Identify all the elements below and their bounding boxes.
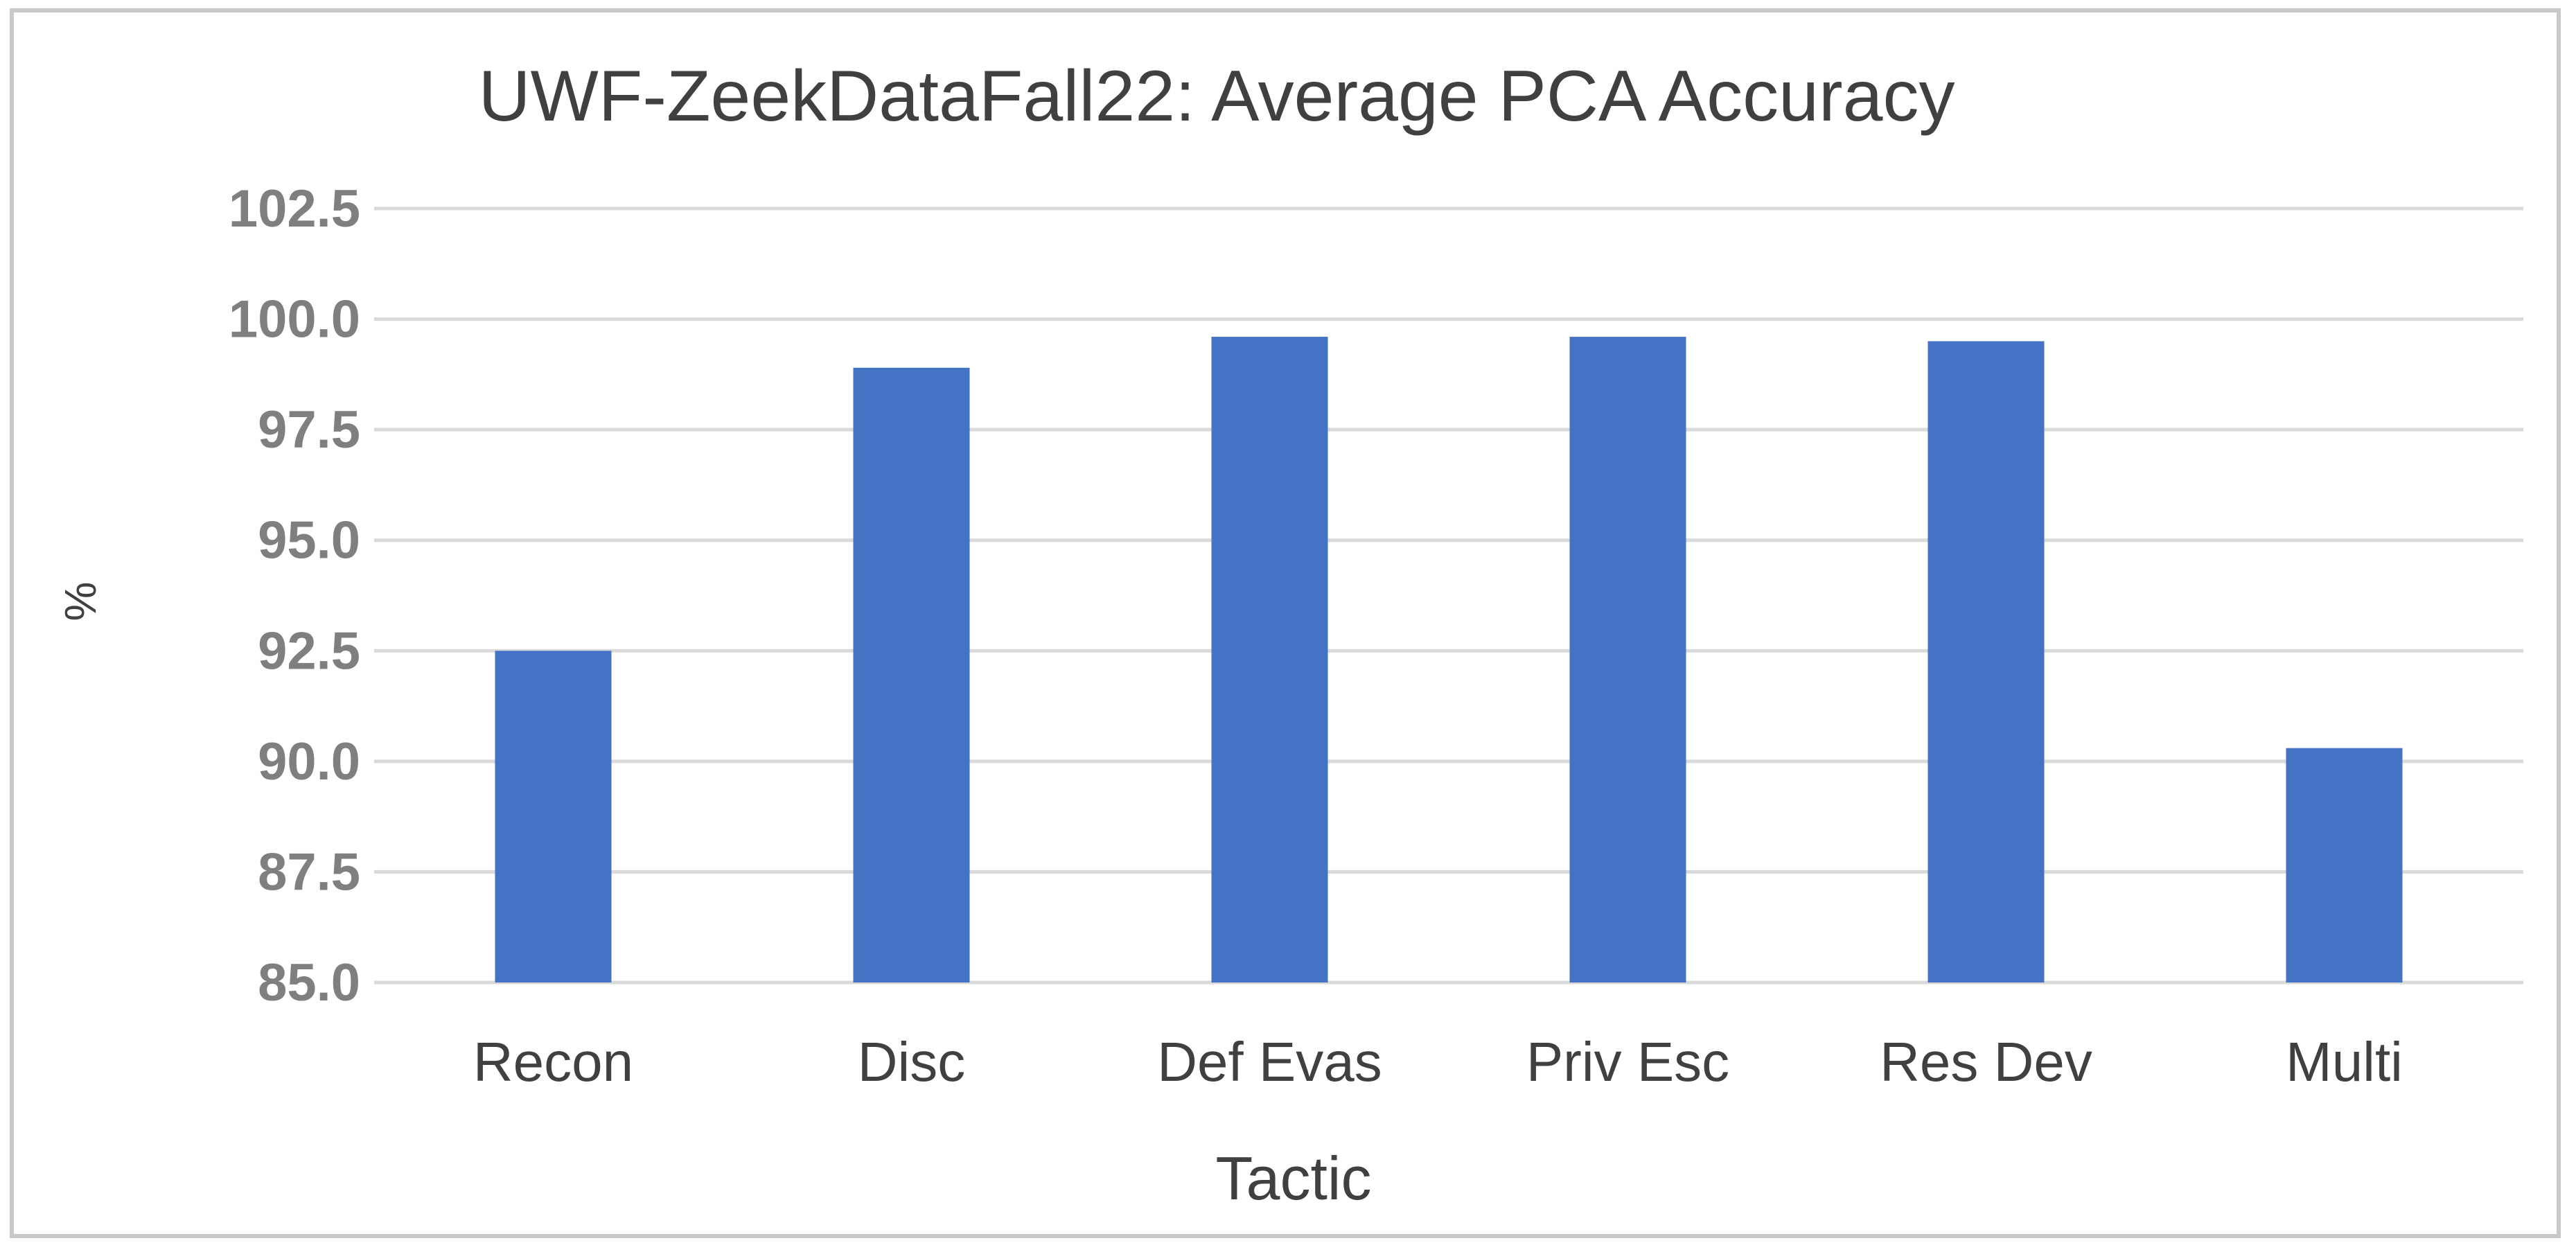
x-tick-label: Multi (2286, 1031, 2403, 1093)
bar-res-dev (1927, 341, 2045, 982)
chart-title: UWF-ZeekDataFall22: Average PCA Accuracy (479, 56, 1955, 136)
y-tick-label: 92.5 (258, 621, 360, 680)
x-tick-label: Disc (858, 1031, 966, 1093)
x-axis-ticks: Recon Disc Def Evas Priv Esc Res Dev Multi (473, 1031, 2403, 1093)
y-tick-label: 90.0 (258, 732, 360, 791)
x-tick-label: Res Dev (1880, 1031, 2092, 1093)
x-tick-label: Def Evas (1157, 1031, 1382, 1093)
y-tick-label: 87.5 (258, 843, 360, 901)
x-tick-label: Priv Esc (1526, 1031, 1729, 1093)
gridlines (374, 206, 2523, 985)
y-tick-label: 85.0 (258, 953, 360, 1012)
bars (495, 337, 2403, 982)
bar-disc (853, 367, 970, 982)
bar-priv-esc (1569, 337, 1686, 982)
y-axis-ticks: 85.0 87.5 90.0 92.5 95.0 97.5 100.0 102.5 (229, 179, 360, 1012)
bar-def-evas (1211, 337, 1328, 982)
y-tick-label: 102.5 (229, 179, 360, 238)
bar-chart: UWF-ZeekDataFall22: Average PCA Accuracy… (55, 56, 2523, 1213)
x-axis-label: Tactic (1216, 1144, 1372, 1213)
y-tick-label: 100.0 (229, 290, 360, 349)
y-axis-label: % (55, 582, 105, 621)
y-tick-label: 95.0 (258, 511, 360, 570)
x-tick-label: Recon (473, 1031, 633, 1093)
chart-frame: UWF-ZeekDataFall22: Average PCA Accuracy… (10, 8, 2561, 1238)
y-tick-label: 97.5 (258, 400, 360, 459)
bar-multi (2286, 748, 2403, 982)
bar-recon (495, 651, 612, 982)
